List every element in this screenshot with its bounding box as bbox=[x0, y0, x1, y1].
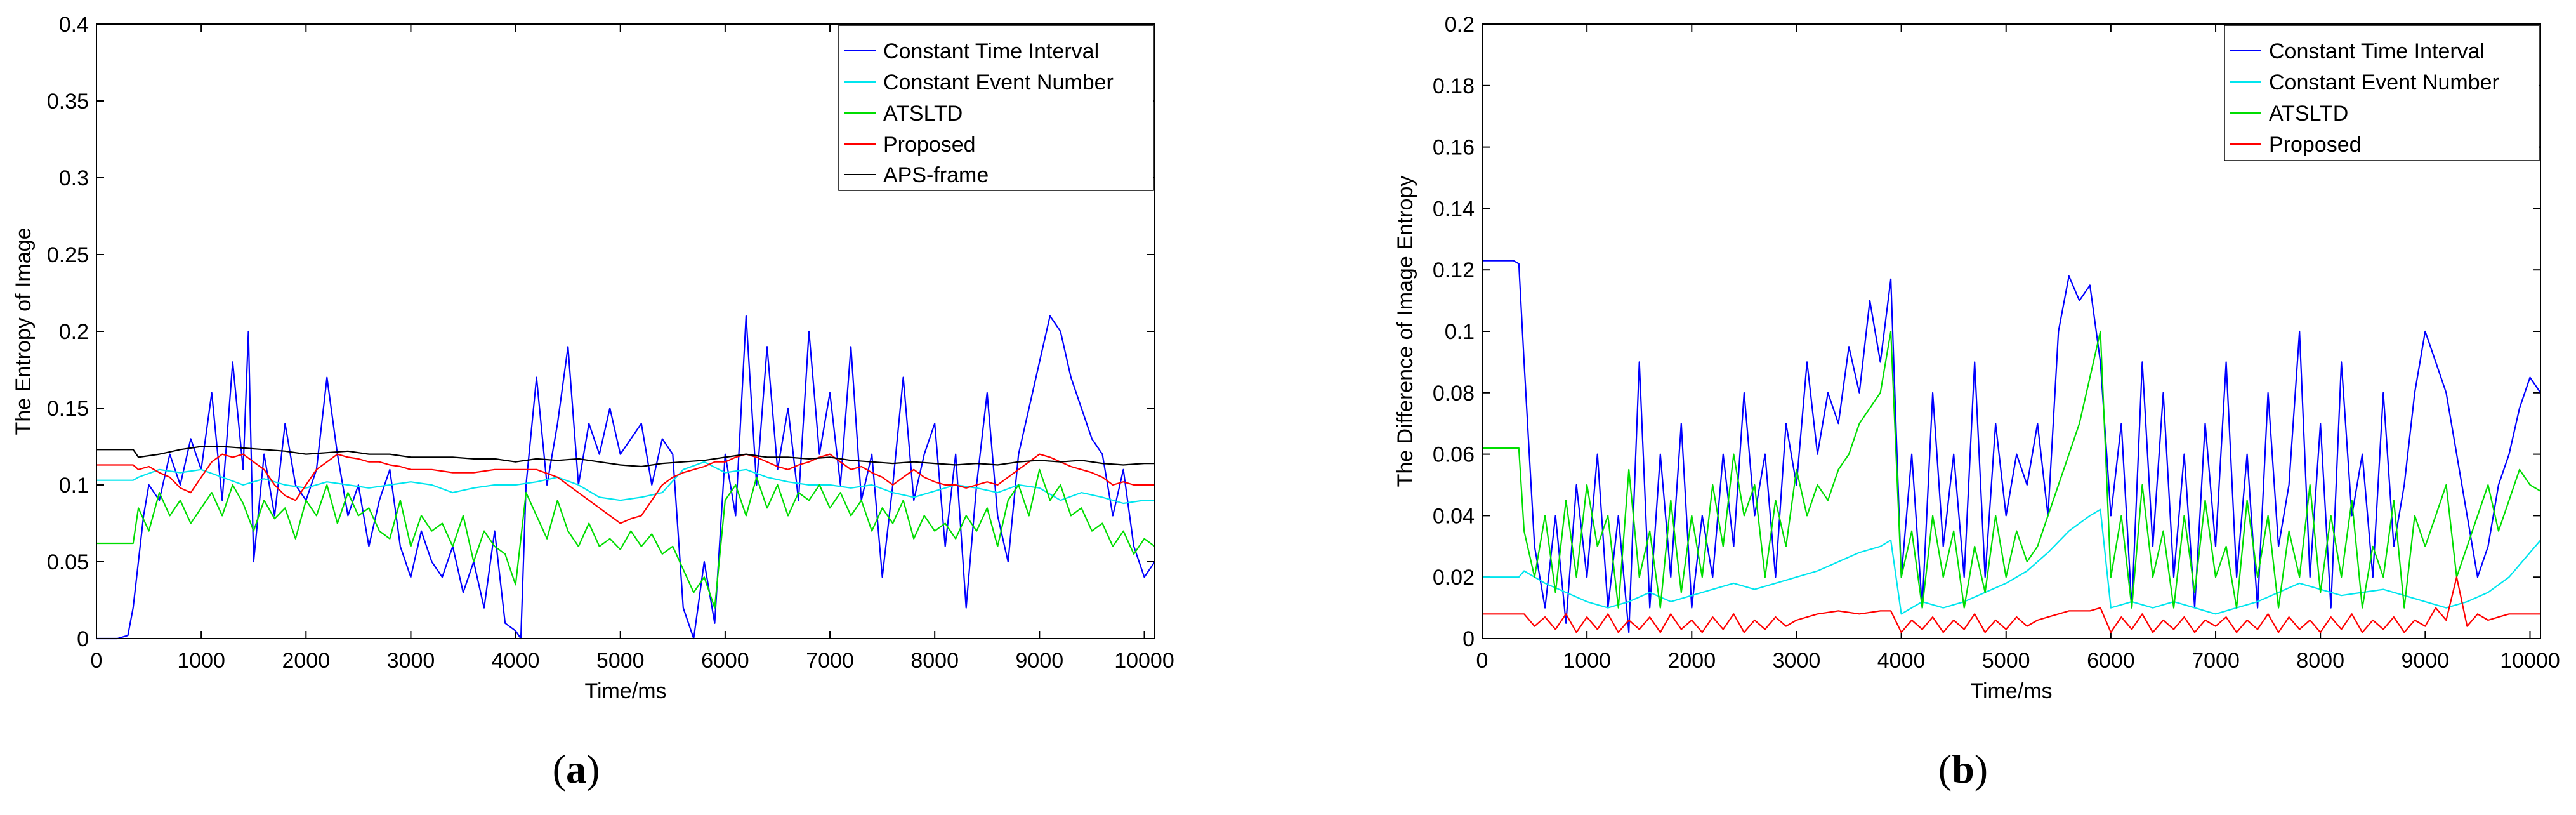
series-line-atsltd-a bbox=[96, 468, 1155, 609]
x-ticks-b: 0 1000 2000 3000 4000 5000 6000 7000 8000 9000 100… bbox=[1476, 24, 2560, 673]
x-axis-label-a: Time/ms bbox=[584, 679, 666, 703]
y-tick-label-b: 0.14 bbox=[1433, 197, 1475, 221]
x-tick-label-b: 4000 bbox=[1877, 649, 1926, 673]
panel-label-b: (b) bbox=[1938, 746, 1988, 792]
legend-label-cti-a: Constant Time Interval bbox=[883, 39, 1099, 63]
y-axis-label-b: The Difference of Image Entropy bbox=[1393, 176, 1417, 487]
series-group-b bbox=[1482, 260, 2541, 633]
y-tick-label-b: 0.08 bbox=[1433, 381, 1475, 406]
series-line-proposed-b bbox=[1482, 576, 2540, 633]
x-tick-label-b: 6000 bbox=[2087, 649, 2135, 673]
x-tick-label-b: 10000 bbox=[2500, 649, 2560, 673]
legend-label-atsltd-b: ATSLTD bbox=[2269, 102, 2348, 126]
y-tick-label-a: 0 bbox=[77, 627, 89, 651]
x-tick-label-a: 2000 bbox=[282, 649, 330, 673]
legend-label-cen-b: Constant Event Number bbox=[2269, 70, 2499, 95]
y-tick-label-b: 0.1 bbox=[1445, 320, 1475, 344]
x-tick-label-a: 1000 bbox=[177, 649, 225, 673]
legend-label-aps-a: APS-frame bbox=[883, 163, 989, 187]
legend-label-proposed-b: Proposed bbox=[2269, 133, 2362, 157]
legend-a: Constant Time Interval Constant Event Nu… bbox=[838, 25, 1154, 191]
x-tick-label-a: 9000 bbox=[1016, 649, 1064, 673]
x-tick-label-b: 7000 bbox=[2192, 649, 2240, 673]
y-tick-label-a: 0.25 bbox=[47, 243, 89, 267]
y-tick-label-b: 0.12 bbox=[1433, 258, 1475, 282]
series-line-constant-event-number-b bbox=[1482, 508, 2541, 615]
legend-box-b bbox=[2224, 25, 2540, 161]
y-ticks-a: 0 0.05 0.1 0.15 0.2 0.25 0.3 0.35 0.4 bbox=[47, 13, 1155, 651]
x-tick-label-a: 10000 bbox=[1114, 649, 1174, 673]
y-tick-label-b: 0.16 bbox=[1433, 136, 1475, 160]
x-tick-label-a: 0 bbox=[91, 649, 103, 673]
y-tick-label-a: 0.05 bbox=[47, 550, 89, 574]
y-tick-label-b: 0.06 bbox=[1433, 443, 1475, 467]
y-tick-label-a: 0.1 bbox=[59, 474, 89, 498]
x-tick-label-a: 4000 bbox=[492, 649, 540, 673]
y-tick-label-a: 0.2 bbox=[59, 320, 89, 344]
y-tick-label-b: 0.18 bbox=[1433, 74, 1475, 98]
x-ticks-a: 0 1000 2000 3000 4000 5000 6000 7000 8000 9000 100… bbox=[91, 24, 1174, 673]
x-tick-label-b: 5000 bbox=[1982, 649, 2030, 673]
panel-label-a-letter: a bbox=[566, 746, 586, 792]
x-axis-label-b: Time/ms bbox=[1970, 679, 2052, 703]
legend-label-cti-b: Constant Time Interval bbox=[2269, 39, 2485, 63]
panel-label-b-letter: b bbox=[1952, 746, 1975, 792]
plot-frame-b bbox=[1482, 23, 2541, 639]
x-tick-label-b: 1000 bbox=[1563, 649, 1611, 673]
series-line-constant-event-number-a bbox=[96, 461, 1155, 505]
series-group-a bbox=[96, 315, 1155, 640]
x-tick-label-a: 8000 bbox=[910, 649, 959, 673]
x-tick-label-a: 5000 bbox=[596, 649, 645, 673]
x-tick-label-b: 9000 bbox=[2402, 649, 2450, 673]
y-axis-label-a: The Entropy of Image bbox=[11, 228, 36, 435]
y-tick-label-a: 0.4 bbox=[59, 13, 89, 37]
y-tick-label-b: 0.2 bbox=[1445, 13, 1475, 37]
series-line-proposed-a bbox=[96, 453, 1155, 524]
x-tick-label-a: 6000 bbox=[701, 649, 749, 673]
y-tick-label-b: 0 bbox=[1462, 627, 1475, 651]
x-tick-label-b: 0 bbox=[1476, 649, 1488, 673]
y-ticks-b: 0 0.02 0.04 0.06 0.08 0.1 0.12 0.14 0.16 0.18 0.2 bbox=[1433, 13, 2540, 651]
y-tick-label-b: 0.02 bbox=[1433, 566, 1475, 590]
legend-label-cen-a: Constant Event Number bbox=[883, 70, 1114, 95]
legend-box-a bbox=[838, 25, 1154, 191]
legend-b: Constant Time Interval Constant Event Nu… bbox=[2224, 25, 2540, 161]
series-line-constant-time-interval-b bbox=[1482, 260, 2541, 633]
chart-panel-b: 00.020.040.060.080.10.120.140.160.180.2 … bbox=[1393, 13, 2560, 703]
y-tick-label-b: 0.04 bbox=[1433, 504, 1475, 528]
y-tick-label-a: 0.15 bbox=[47, 397, 89, 421]
x-tick-label-b: 2000 bbox=[1667, 649, 1716, 673]
x-tick-label-b: 3000 bbox=[1773, 649, 1821, 673]
x-tick-label-a: 3000 bbox=[387, 649, 435, 673]
x-tick-label-b: 8000 bbox=[2296, 649, 2344, 673]
y-tick-label-a: 0.35 bbox=[47, 89, 89, 114]
series-line-atsltd-b bbox=[1482, 330, 2541, 609]
series-line-aps-frame-a bbox=[96, 446, 1155, 468]
panel-label-a: (a) bbox=[552, 746, 600, 792]
y-tick-label-a: 0.3 bbox=[59, 166, 89, 190]
plot-frame-a bbox=[96, 23, 1155, 639]
legend-label-atsltd-a: ATSLTD bbox=[883, 102, 963, 126]
chart-panel-a: 0 0.05 0.1 0.15 0.2 0.25 0.3 0.35 0.4 0 1000 2000 3… bbox=[11, 13, 1174, 703]
x-tick-label-a: 7000 bbox=[806, 649, 854, 673]
legend-label-proposed-a: Proposed bbox=[883, 133, 976, 157]
